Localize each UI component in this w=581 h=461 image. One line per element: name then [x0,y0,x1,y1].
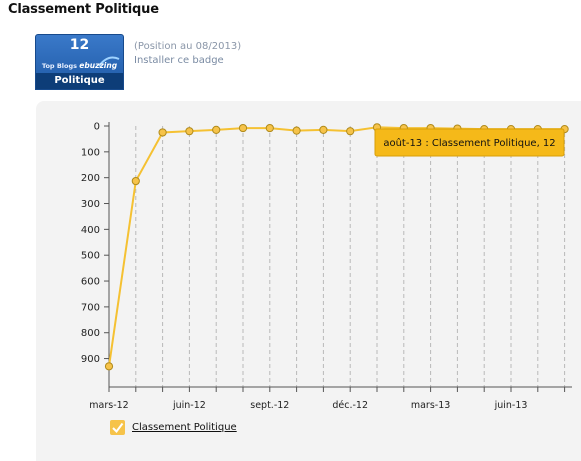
checkmark-icon [112,422,124,434]
data-point [158,128,167,137]
x-tick-label: mars-13 [411,400,450,411]
legend-label[interactable]: Classement Politique [132,422,237,433]
y-tick-label: 400 [81,225,100,236]
y-tick-label: 300 [81,199,100,210]
badge-position-note: (Position au 08/2013) [134,41,242,52]
x-tick-label: mars-12 [89,400,128,411]
x-tick-label: juin-12 [172,400,206,411]
y-tick-label: 700 [81,302,100,313]
badge-rank: 12 [69,37,90,53]
data-point [238,123,248,133]
badge-brand: Top Blogs ebuzzing [36,61,123,70]
y-tick-label: 100 [81,147,100,158]
badge-brand-prefix: Top Blogs [41,62,80,70]
data-point [319,125,328,134]
chart-panel: 0 100 200 300 400 500 600 700 800 900 mars-12 juin-… [36,101,581,461]
y-tick-label: 800 [81,328,100,339]
page-title: Classement Politique [8,2,159,17]
x-tick-label: sept.-12 [250,400,289,411]
y-tick-label: 500 [81,251,100,262]
legend-checkbox[interactable] [110,420,125,435]
y-tick-label: 0 [94,122,100,133]
data-point [292,126,301,135]
data-point [212,125,221,134]
x-tick-label: juin-13 [494,400,528,411]
install-badge-link[interactable]: Installer ce badge [134,55,224,66]
badge-category: Politique [36,73,123,89]
ebuzzing-badge[interactable]: 12 Top Blogs ebuzzing Politique [35,34,124,90]
data-point [185,127,194,136]
ranking-line-chart: 0 100 200 300 400 500 600 700 800 900 mars-12 juin-… [81,122,572,411]
badge-brand-name: ebuzzing [79,61,118,70]
data-point [346,127,355,136]
tooltip-box [374,128,565,157]
tooltip-text: août-13 : Classement Politique, 12 [383,137,555,149]
data-point [131,176,140,186]
series-line [108,126,565,367]
y-tick-label: 200 [81,173,100,184]
data-point [104,362,114,371]
y-tick-label: 600 [81,277,100,288]
swoosh-icon [98,56,120,67]
data-point [265,123,274,133]
y-tick-label: 900 [81,354,100,365]
x-tick-label: déc.-12 [332,400,368,411]
